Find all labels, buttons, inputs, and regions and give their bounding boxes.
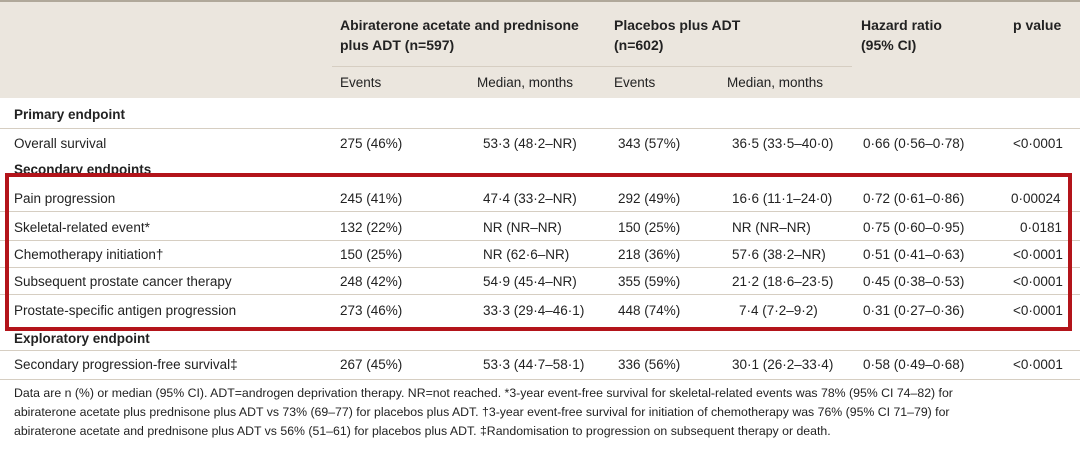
median-group2: 7·4 (7·2–9·2) xyxy=(739,303,818,318)
median-header-group2: Median, months xyxy=(727,75,824,90)
median-group2: 21·2 (18·6–23·5) xyxy=(732,274,834,289)
median-group2: 16·6 (11·1–24·0) xyxy=(732,191,833,206)
p-value: <0·0001 xyxy=(1013,274,1063,289)
events-group1: 273 (46%) xyxy=(340,303,403,318)
endpoint-label: Subsequent prostate cancer therapy xyxy=(14,274,232,289)
table-bottom-rule xyxy=(0,379,1080,380)
median-group2: 57·6 (38·2–NR) xyxy=(732,247,826,262)
hazard-ratio: 0·31 (0·27–0·36) xyxy=(863,303,965,318)
endpoint-label: Chemotherapy initiation† xyxy=(14,247,164,262)
p-value: <0·0001 xyxy=(1013,136,1063,151)
group2-header-line2: (n=602) xyxy=(614,37,664,53)
endpoint-label: Pain progression xyxy=(14,191,116,206)
table-header-background xyxy=(0,2,1080,98)
events-group1: 132 (22%) xyxy=(340,220,403,235)
median-group2: 36·5 (33·5–40·0) xyxy=(732,136,834,151)
median-group1: NR (62·6–NR) xyxy=(483,247,570,262)
hazard-ratio: 0·72 (0·61–0·86) xyxy=(863,191,965,206)
hazard-ratio: 0·58 (0·49–0·68) xyxy=(863,357,965,372)
events-group1: 150 (25%) xyxy=(340,247,403,262)
section-exploratory-endpoint: Exploratory endpoint xyxy=(14,331,150,346)
events-group1: 245 (41%) xyxy=(340,191,403,206)
hazard-ratio: 0·66 (0·56–0·78) xyxy=(863,136,965,151)
row-divider xyxy=(0,240,1080,241)
events-header-group1: Events xyxy=(340,75,382,90)
top-rule xyxy=(0,0,1080,2)
footnote-line: abiraterone acetate plus prednisone plus… xyxy=(14,405,950,419)
events-group1: 267 (45%) xyxy=(340,357,403,372)
p-value: <0·0001 xyxy=(1013,357,1063,372)
median-group1: 33·3 (29·4–46·1) xyxy=(483,303,585,318)
hazard-ratio: 0·51 (0·41–0·63) xyxy=(863,247,965,262)
median-group1: NR (NR–NR) xyxy=(483,220,562,235)
endpoint-label: Overall survival xyxy=(14,136,107,151)
row-divider xyxy=(0,211,1080,212)
events-group2: 355 (59%) xyxy=(618,274,681,289)
events-group1: 248 (42%) xyxy=(340,274,403,289)
median-group2: 30·1 (26·2–33·4) xyxy=(732,357,834,372)
events-group2: 448 (74%) xyxy=(618,303,681,318)
events-group2: 292 (49%) xyxy=(618,191,681,206)
section-secondary-endpoints: Secondary endpoints xyxy=(14,162,152,177)
endpoint-label: Skeletal-related event* xyxy=(14,220,150,235)
row-divider xyxy=(0,128,1080,129)
table-footnote: Data are n (%) or median (95% CI). ADT=a… xyxy=(14,384,1064,441)
events-group1: 275 (46%) xyxy=(340,136,403,151)
median-group2: NR (NR–NR) xyxy=(732,220,811,235)
events-group2: 150 (25%) xyxy=(618,220,681,235)
hazard-ratio: 0·75 (0·60–0·95) xyxy=(863,220,965,235)
events-group2: 343 (57%) xyxy=(618,136,681,151)
row-divider xyxy=(0,267,1080,268)
p-value: 0·00024 xyxy=(1011,191,1061,206)
hazard-ratio-header-line1: Hazard ratio xyxy=(861,17,942,33)
median-group1: 47·4 (33·2–NR) xyxy=(483,191,577,206)
group1-header-line1: Abiraterone acetate and prednisone xyxy=(340,17,579,33)
row-divider xyxy=(0,294,1080,295)
p-value: <0·0001 xyxy=(1013,247,1063,262)
events-group2: 218 (36%) xyxy=(618,247,681,262)
footnote-line: Data are n (%) or median (95% CI). ADT=a… xyxy=(14,386,953,400)
p-value-header: p value xyxy=(1013,17,1062,33)
events-header-group2: Events xyxy=(614,75,656,90)
median-group1: 53·3 (48·2–NR) xyxy=(483,136,577,151)
row-divider xyxy=(0,350,1080,351)
hazard-ratio-header-line2: (95% CI) xyxy=(861,37,917,53)
events-group2: 336 (56%) xyxy=(618,357,681,372)
p-value: <0·0001 xyxy=(1013,303,1063,318)
hazard-ratio: 0·45 (0·38–0·53) xyxy=(863,274,965,289)
section-primary-endpoint: Primary endpoint xyxy=(14,107,126,122)
p-value: 0·0181 xyxy=(1020,220,1063,235)
endpoint-label: Secondary progression-free survival‡ xyxy=(14,357,238,372)
header-divider xyxy=(332,66,852,67)
footnote-line: abiraterone acetate and prednisone plus … xyxy=(14,424,831,438)
group1-header-line2: plus ADT (n=597) xyxy=(340,37,455,53)
median-group1: 53·3 (44·7–58·1) xyxy=(483,357,585,372)
group2-header-line1: Placebos plus ADT xyxy=(614,17,741,33)
median-header-group1: Median, months xyxy=(477,75,574,90)
median-group1: 54·9 (45·4–NR) xyxy=(483,274,577,289)
endpoint-label: Prostate-specific antigen progression xyxy=(14,303,237,318)
